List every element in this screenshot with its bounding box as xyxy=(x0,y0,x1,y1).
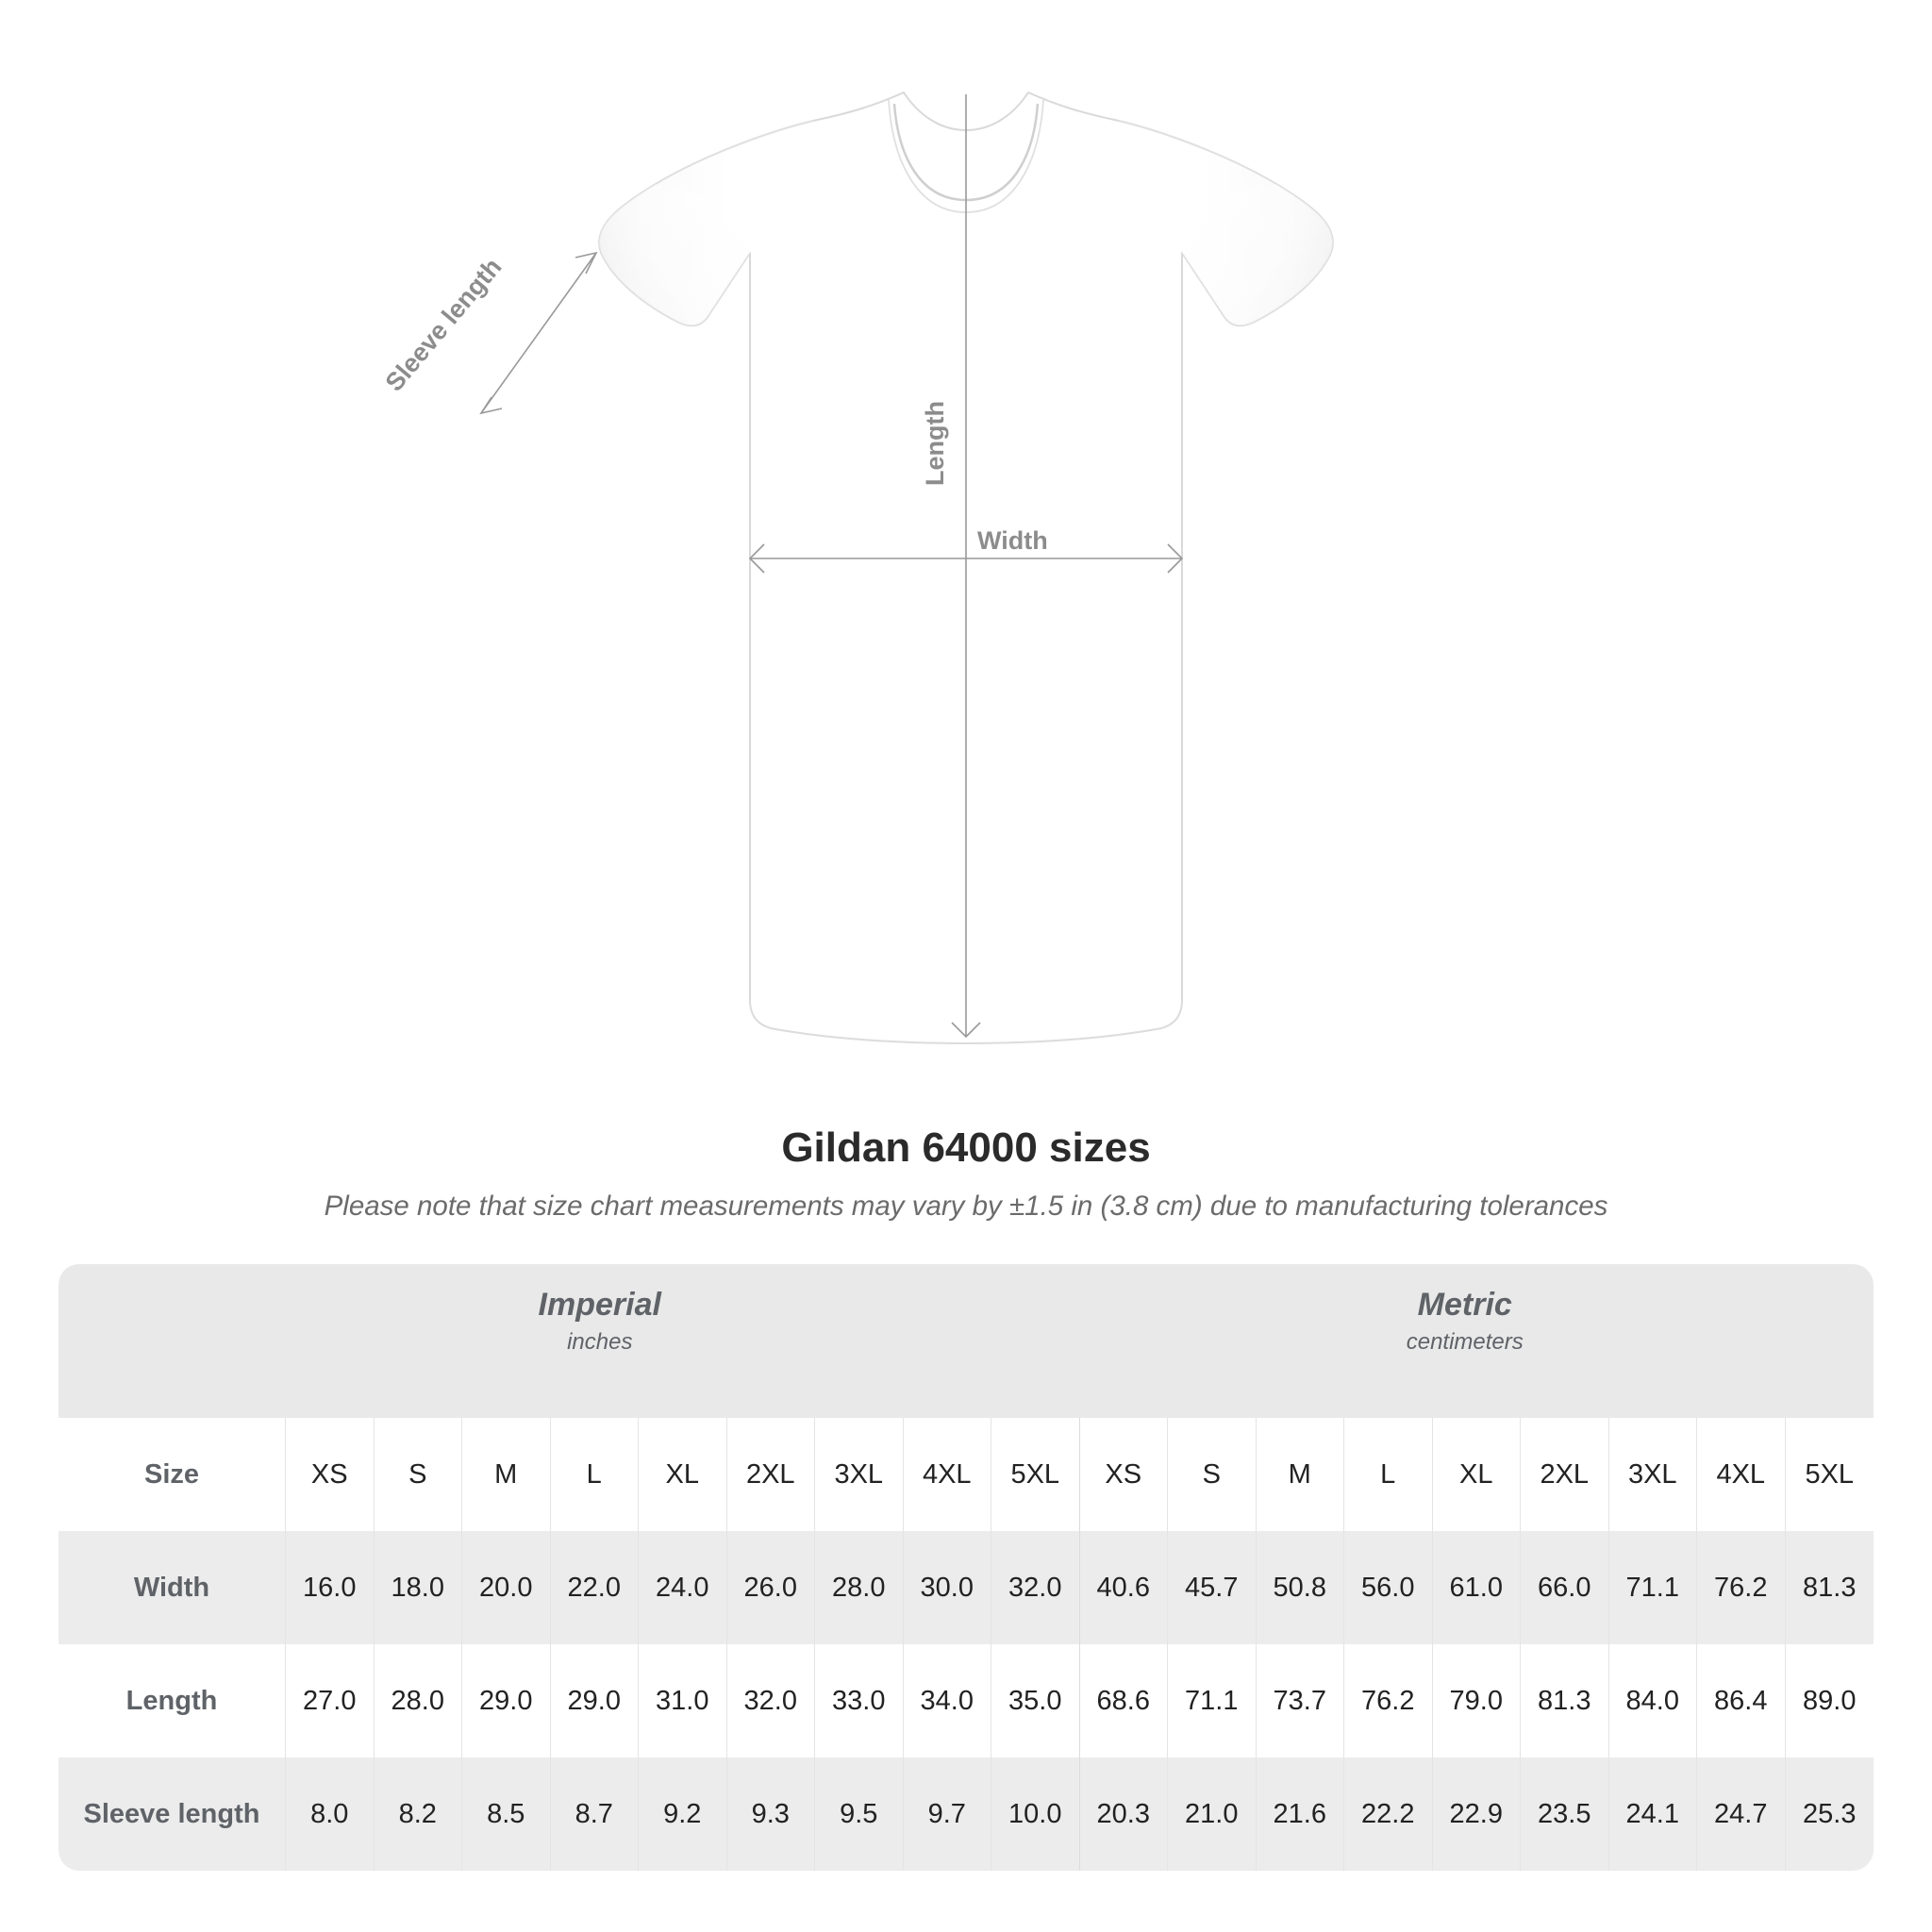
svg-text:Sleeve length: Sleeve length xyxy=(380,253,508,397)
svg-text:Width: Width xyxy=(977,526,1048,555)
svg-text:Length: Length xyxy=(921,401,949,486)
